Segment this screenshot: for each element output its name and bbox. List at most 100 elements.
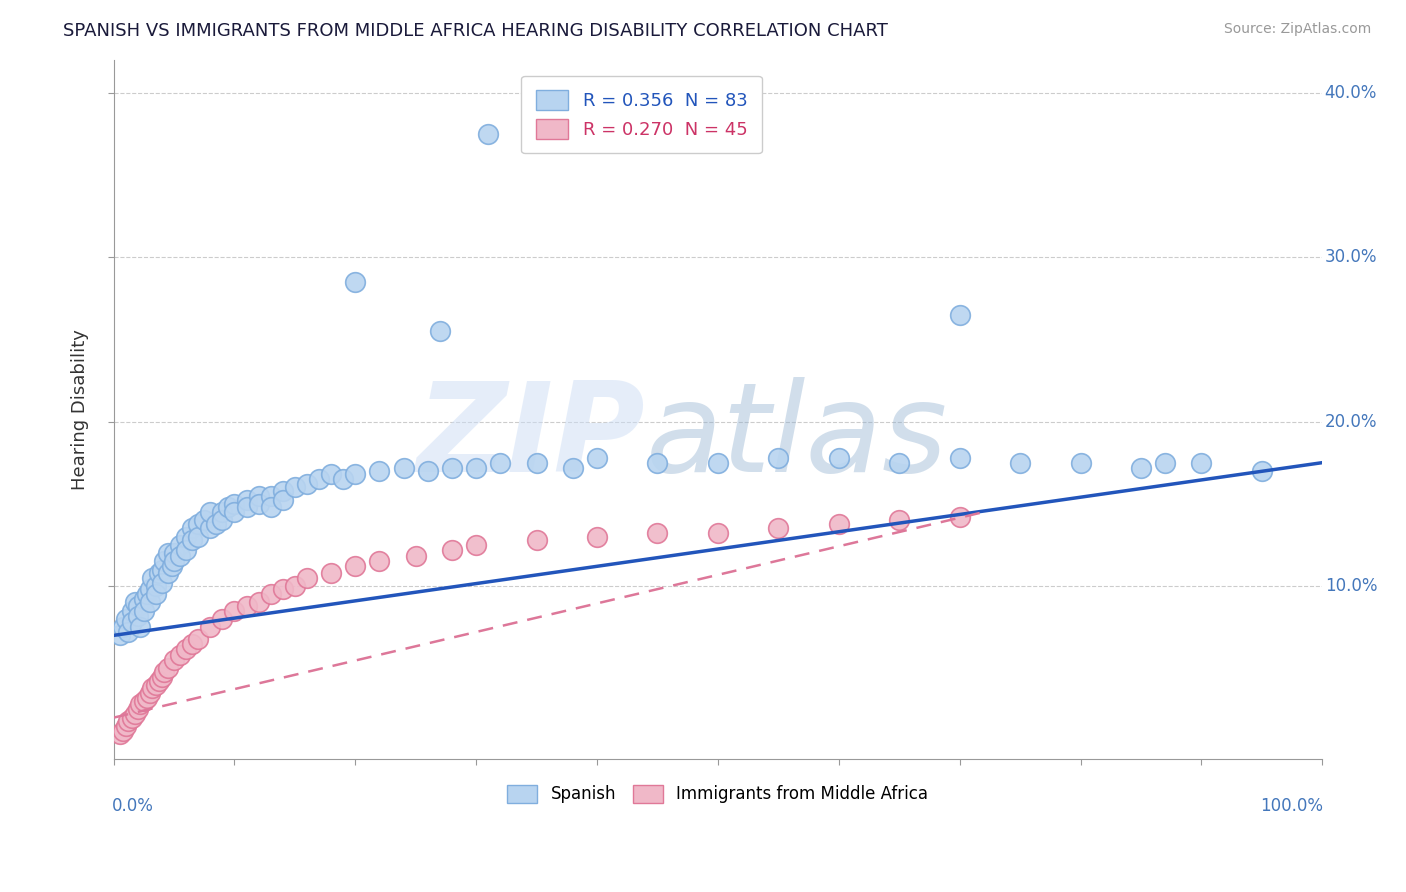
Point — [145, 579, 167, 593]
Y-axis label: Hearing Disability: Hearing Disability — [72, 329, 89, 490]
Point — [1010, 456, 1032, 470]
Point — [224, 604, 246, 618]
Point — [153, 665, 176, 679]
Point — [586, 530, 609, 544]
Point — [260, 500, 283, 514]
Point — [187, 530, 209, 544]
Point — [136, 587, 159, 601]
Point — [148, 674, 170, 689]
Point — [1070, 456, 1092, 470]
Point — [392, 460, 415, 475]
Point — [121, 615, 143, 630]
Point — [1154, 456, 1177, 470]
Point — [121, 711, 143, 725]
Point — [200, 505, 222, 519]
Point — [114, 612, 136, 626]
Text: 40.0%: 40.0% — [1324, 84, 1376, 102]
Point — [284, 480, 307, 494]
Point — [124, 707, 146, 722]
Point — [141, 681, 163, 695]
Point — [129, 620, 152, 634]
Point — [1250, 464, 1272, 478]
Text: 10.0%: 10.0% — [1324, 577, 1378, 595]
Point — [1129, 460, 1152, 475]
Text: 30.0%: 30.0% — [1324, 248, 1378, 266]
Text: 100.0%: 100.0% — [1260, 797, 1323, 815]
Point — [174, 542, 197, 557]
Point — [181, 521, 204, 535]
Point — [217, 500, 239, 514]
Point — [124, 595, 146, 609]
Point — [139, 686, 162, 700]
Point — [235, 500, 257, 514]
Point — [153, 554, 176, 568]
Point — [586, 450, 609, 465]
Point — [1189, 456, 1212, 470]
Point — [187, 632, 209, 646]
Point — [647, 526, 669, 541]
Point — [117, 625, 139, 640]
Point — [416, 464, 439, 478]
Point — [429, 324, 451, 338]
Point — [561, 460, 583, 475]
Point — [526, 533, 548, 547]
Point — [187, 516, 209, 531]
Point — [193, 513, 215, 527]
Point — [160, 559, 183, 574]
Point — [156, 546, 179, 560]
Text: SPANISH VS IMMIGRANTS FROM MIDDLE AFRICA HEARING DISABILITY CORRELATION CHART: SPANISH VS IMMIGRANTS FROM MIDDLE AFRICA… — [63, 22, 889, 40]
Point — [768, 521, 790, 535]
Point — [949, 510, 972, 524]
Point — [139, 595, 162, 609]
Point — [139, 582, 162, 597]
Point — [150, 563, 173, 577]
Point — [889, 513, 911, 527]
Point — [211, 513, 233, 527]
Point — [405, 549, 427, 564]
Point — [465, 460, 488, 475]
Point — [163, 546, 186, 560]
Point — [150, 669, 173, 683]
Text: Source: ZipAtlas.com: Source: ZipAtlas.com — [1223, 22, 1371, 37]
Point — [308, 472, 330, 486]
Point — [114, 719, 136, 733]
Point — [949, 308, 972, 322]
Point — [260, 587, 283, 601]
Point — [949, 450, 972, 465]
Point — [156, 566, 179, 580]
Point — [132, 694, 155, 708]
Point — [211, 505, 233, 519]
Point — [127, 599, 149, 613]
Point — [145, 678, 167, 692]
Point — [163, 554, 186, 568]
Point — [707, 456, 730, 470]
Point — [132, 604, 155, 618]
Point — [477, 127, 499, 141]
Point — [211, 612, 233, 626]
Point — [112, 620, 135, 634]
Point — [768, 450, 790, 465]
Point — [235, 493, 257, 508]
Point — [332, 472, 354, 486]
Point — [235, 599, 257, 613]
Point — [200, 521, 222, 535]
Legend: Spanish, Immigrants from Middle Africa: Spanish, Immigrants from Middle Africa — [501, 778, 935, 810]
Point — [344, 559, 367, 574]
Point — [169, 648, 191, 662]
Point — [260, 489, 283, 503]
Point — [271, 582, 294, 597]
Text: 0.0%: 0.0% — [112, 797, 155, 815]
Point — [205, 516, 228, 531]
Point — [344, 467, 367, 482]
Point — [132, 592, 155, 607]
Point — [295, 477, 318, 491]
Point — [174, 641, 197, 656]
Point — [156, 661, 179, 675]
Point — [828, 450, 851, 465]
Point — [117, 714, 139, 728]
Point — [121, 604, 143, 618]
Text: atlas: atlas — [645, 376, 948, 498]
Point — [129, 698, 152, 712]
Point — [141, 571, 163, 585]
Point — [150, 575, 173, 590]
